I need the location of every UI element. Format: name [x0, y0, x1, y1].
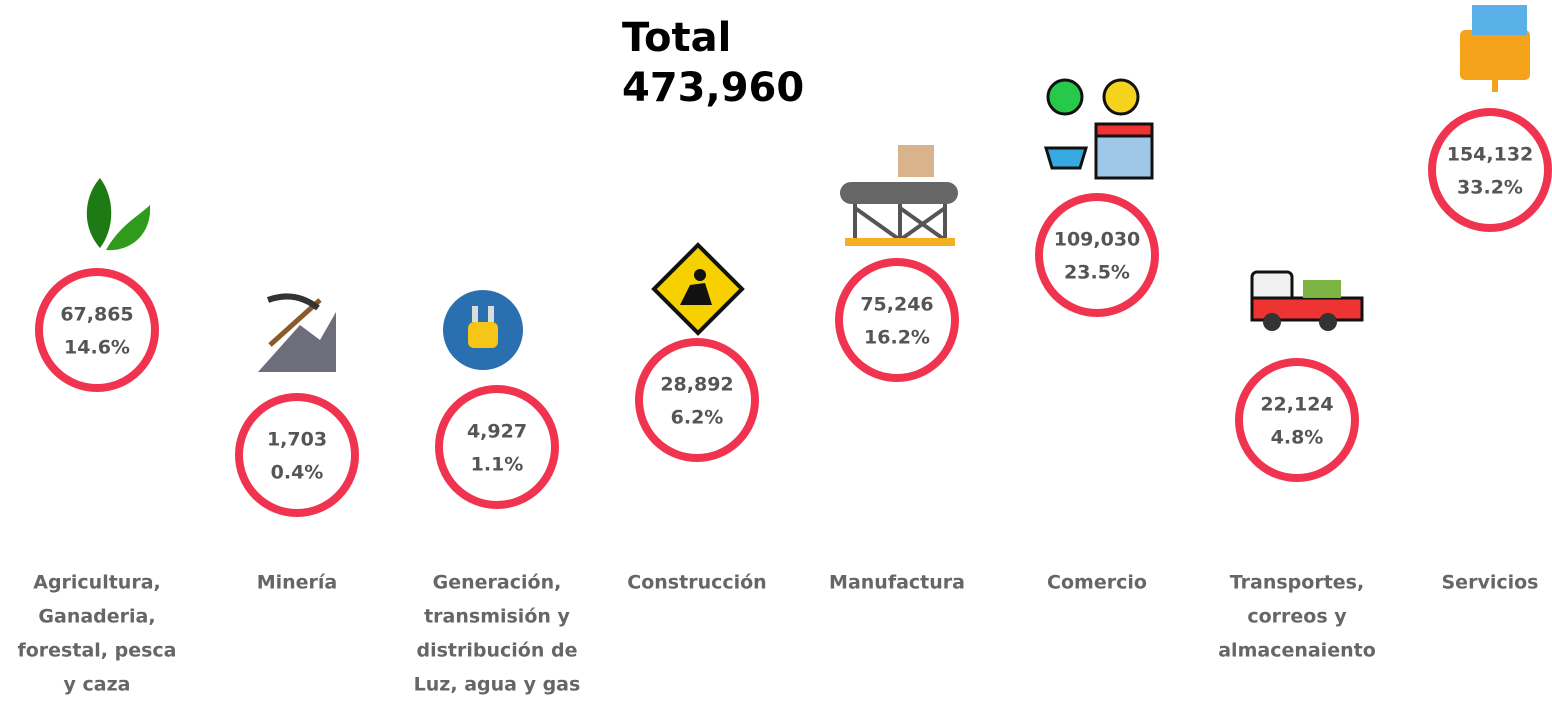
- sector-label: Construcción: [627, 572, 766, 594]
- sector-value: 75,246: [860, 294, 933, 316]
- icon-services: [1492, 80, 1498, 92]
- icon-commerce: [1102, 78, 1140, 116]
- icon-plug: [488, 306, 494, 322]
- sector-label: distribución de: [417, 640, 578, 662]
- sector-percent: 33.2%: [1457, 177, 1523, 199]
- value-circle: [635, 338, 759, 462]
- sector-label: Agricultura,: [33, 572, 161, 594]
- sector-label: Generación,: [433, 572, 562, 594]
- icon-truck: [1319, 313, 1337, 331]
- sector-value: 28,892: [660, 374, 733, 396]
- icon-sign: [694, 269, 706, 281]
- icon-leaf: [106, 205, 151, 251]
- sector-percent: 14.6%: [64, 337, 130, 359]
- sector-value: 22,124: [1260, 394, 1333, 416]
- sector-label: correos y: [1247, 606, 1347, 628]
- sector-percent: 1.1%: [471, 454, 524, 476]
- icon-sign: [680, 283, 712, 305]
- icon-plug: [468, 322, 498, 348]
- sector-label: Ganaderia,: [38, 606, 155, 628]
- sector-value: 1,703: [267, 429, 327, 451]
- icon-box: [898, 145, 934, 177]
- sector-percent: 6.2%: [671, 407, 724, 429]
- value-circle: [1235, 358, 1359, 482]
- sector-label: transmisión y: [424, 606, 570, 628]
- value-circle: [235, 393, 359, 517]
- icon-plug: [472, 306, 478, 322]
- icons: [86, 5, 1530, 372]
- sector-label: Servicios: [1442, 572, 1539, 594]
- icon-conveyor: [840, 182, 958, 204]
- sector-value: 154,132: [1447, 144, 1534, 166]
- sector-label: almacenaiento: [1218, 640, 1376, 662]
- sector-value: 67,865: [60, 304, 133, 326]
- icon-truck: [1303, 280, 1341, 298]
- value-circle: [435, 385, 559, 509]
- icon-leaf: [86, 178, 112, 248]
- sector-label: Transportes,: [1230, 572, 1364, 594]
- icon-services: [1460, 30, 1530, 80]
- sector-label: Manufactura: [829, 572, 965, 594]
- sector-label: forestal, pesca: [17, 640, 176, 662]
- icon-conveyor: [853, 204, 947, 242]
- title: Total: [622, 15, 731, 61]
- sector-percent: 4.8%: [1271, 427, 1324, 449]
- icon-commerce: [1046, 78, 1084, 116]
- sector-label: Comercio: [1047, 572, 1147, 594]
- icon-mining: [266, 293, 320, 311]
- icon-conveyor: [845, 238, 955, 246]
- total: 473,960: [622, 65, 804, 111]
- icon-commerce: [1094, 122, 1154, 138]
- sector-percent: 16.2%: [864, 327, 930, 349]
- icon-services: [1472, 5, 1527, 35]
- sector-value: 4,927: [467, 421, 527, 443]
- icon-truck: [1263, 313, 1281, 331]
- icon-mining: [258, 312, 336, 372]
- value-circle: [35, 268, 159, 392]
- sector-percent: 23.5%: [1064, 262, 1130, 284]
- sector-label: Minería: [257, 572, 338, 594]
- icon-mining: [268, 298, 322, 347]
- value-circle: [835, 258, 959, 382]
- icon-commerce: [1043, 146, 1089, 170]
- sector-percent: 0.4%: [271, 462, 324, 484]
- sector-value: 109,030: [1054, 229, 1141, 251]
- value-circle: [1035, 193, 1159, 317]
- sector-label: y caza: [64, 674, 131, 696]
- sector-label: Luz, agua y gas: [414, 674, 581, 696]
- value-circle: [1428, 108, 1552, 232]
